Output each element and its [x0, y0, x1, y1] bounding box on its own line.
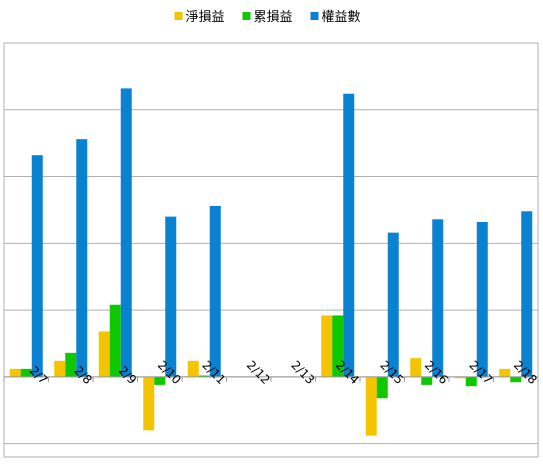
bar: [387, 232, 399, 377]
bar: [76, 139, 88, 377]
bar: [65, 352, 77, 377]
bar: [98, 331, 110, 377]
legend-item: 累損益: [242, 10, 293, 25]
legend-item: 權益數: [310, 10, 361, 25]
legend: 淨損益 累損益 權益數: [174, 10, 361, 25]
bar: [376, 376, 388, 399]
x-tick-label: 2/11: [199, 358, 228, 387]
bar: [421, 376, 433, 385]
bar: [143, 376, 155, 431]
bar: [454, 376, 466, 379]
bar: [187, 360, 199, 377]
bar: [499, 368, 511, 377]
bar: [332, 315, 344, 377]
bar: [9, 368, 21, 377]
legend-swatch: [242, 12, 251, 20]
bar: [343, 93, 355, 377]
bar: [20, 368, 32, 377]
bar: [410, 358, 422, 377]
bar: [476, 221, 488, 377]
x-tick-label: 2/13: [288, 358, 317, 387]
legend-label: 累損益: [254, 10, 293, 25]
bar: [321, 315, 333, 377]
bar: [521, 211, 533, 377]
bar: [120, 88, 132, 377]
legend-item: 淨損益: [174, 10, 225, 25]
legend-swatch: [174, 12, 183, 20]
legend-swatch: [310, 12, 319, 20]
bar: [165, 216, 177, 377]
bar: [510, 376, 522, 383]
bars: [9, 88, 533, 436]
bar: [154, 376, 166, 385]
bar: [432, 219, 444, 377]
legend-label: 淨損益: [186, 10, 225, 25]
bar: [209, 205, 221, 377]
bar: [54, 360, 66, 377]
x-tick-label: 2/18: [511, 358, 540, 387]
bar: [31, 155, 43, 377]
bar: [465, 376, 477, 387]
x-tick-label: 2/7: [27, 363, 51, 387]
legend-label: 權益數: [322, 10, 361, 25]
x-tick-label: 2/12: [244, 358, 273, 387]
bar: [109, 304, 121, 377]
bar: [198, 375, 210, 377]
bar: [365, 376, 377, 436]
